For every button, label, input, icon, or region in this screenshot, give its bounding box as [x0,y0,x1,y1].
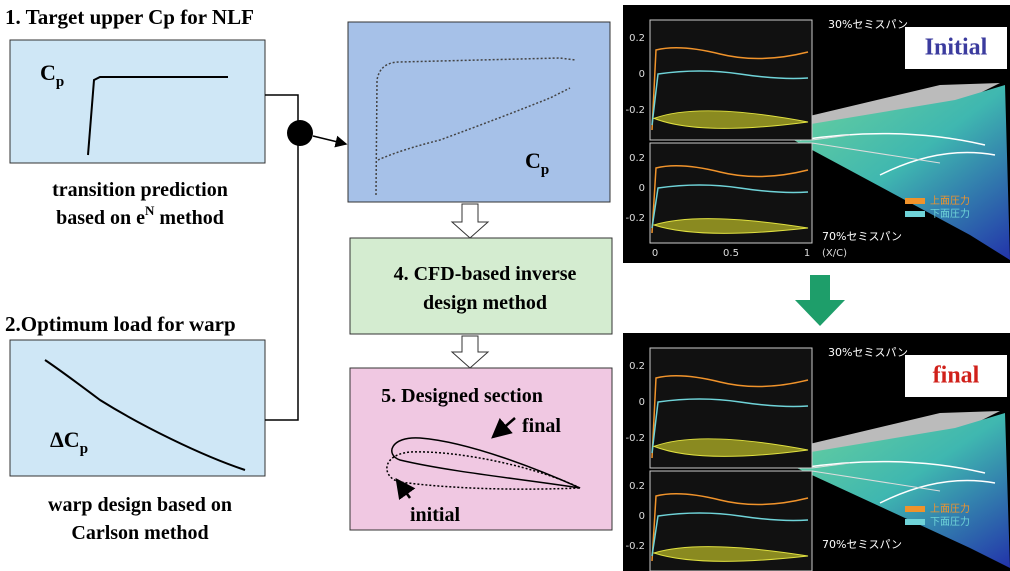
diagram: 1. Target upper Cp for NLF Cp transition… [0,0,1010,571]
step4-box [350,238,612,334]
arrow [313,136,346,144]
hollow-arrow [452,336,488,368]
green-arrow [795,275,845,326]
step2-caption: warp design based on [48,494,232,516]
step1-box [10,40,265,163]
hollow-arrow [452,204,488,238]
x-axis-label: (X/C) [822,248,847,259]
legend-swatch [905,198,925,204]
y-tick-label: -0.2 [625,433,645,444]
x-tick-label: 1 [804,248,810,259]
y-tick-label: 0 [639,397,645,408]
y-tick-label: -0.2 [625,213,645,224]
span-label: 30%セミスパン [828,18,908,31]
legend-label: 上面圧力 [930,502,970,515]
dcp-sub: p [80,441,88,457]
step1-caption: transition prediction [52,179,228,201]
legend-label: 下面圧力 [930,515,970,528]
step4-text: design method [423,292,547,314]
step1-title: 1. Target upper Cp for NLF [5,5,254,29]
badge: Initial [925,35,988,61]
y-tick-label: 0.2 [629,361,645,372]
y-tick-label: 0 [639,511,645,522]
y-tick-label: -0.2 [625,105,645,116]
x-tick-label: 0.5 [723,248,739,259]
span-label: 70%セミスパン [822,230,902,243]
legend-label: 下面圧力 [930,207,970,220]
y-tick-label: 0.2 [629,153,645,164]
dcp-main: ΔC [50,427,80,452]
legend-swatch [905,211,925,217]
step4-text: 4. CFD-based inverse [394,263,577,285]
y-tick-label: 0 [639,183,645,194]
caption-part: based on e [56,207,145,229]
cp-sub: p [56,74,64,90]
final-label: final [522,415,561,437]
y-tick-label: 0.2 [629,481,645,492]
cp-box [348,22,610,202]
initial-label: initial [410,504,460,526]
span-label: 30%セミスパン [828,346,908,359]
step2-box [10,340,265,476]
y-tick-label: 0 [639,69,645,80]
result-panel: 0.20-0.200.510.20-0.200.5130%セミスパン70%セミス… [623,5,1010,263]
step1-caption: based on eN method [56,203,224,229]
span-label: 70%セミスパン [822,538,902,551]
badge: final [933,363,980,389]
result-panel: 0.20-0.200.510.20-0.200.5130%セミスパン70%セミス… [623,333,1010,571]
legend-swatch [905,506,925,512]
junction [287,120,313,146]
cp-main: C [40,60,56,85]
x-tick-label: 0 [652,248,658,259]
step2-caption: Carlson method [71,522,208,544]
cp-sub: p [541,162,549,178]
y-tick-label: 0.2 [629,33,645,44]
cp-main: C [525,148,541,173]
legend-swatch [905,519,925,525]
legend-label: 上面圧力 [930,194,970,207]
step5-title: 5. Designed section [381,385,543,407]
y-tick-label: -0.2 [625,541,645,552]
caption-part: method [154,207,223,229]
step2-title: 2.Optimum load for warp [5,312,236,336]
